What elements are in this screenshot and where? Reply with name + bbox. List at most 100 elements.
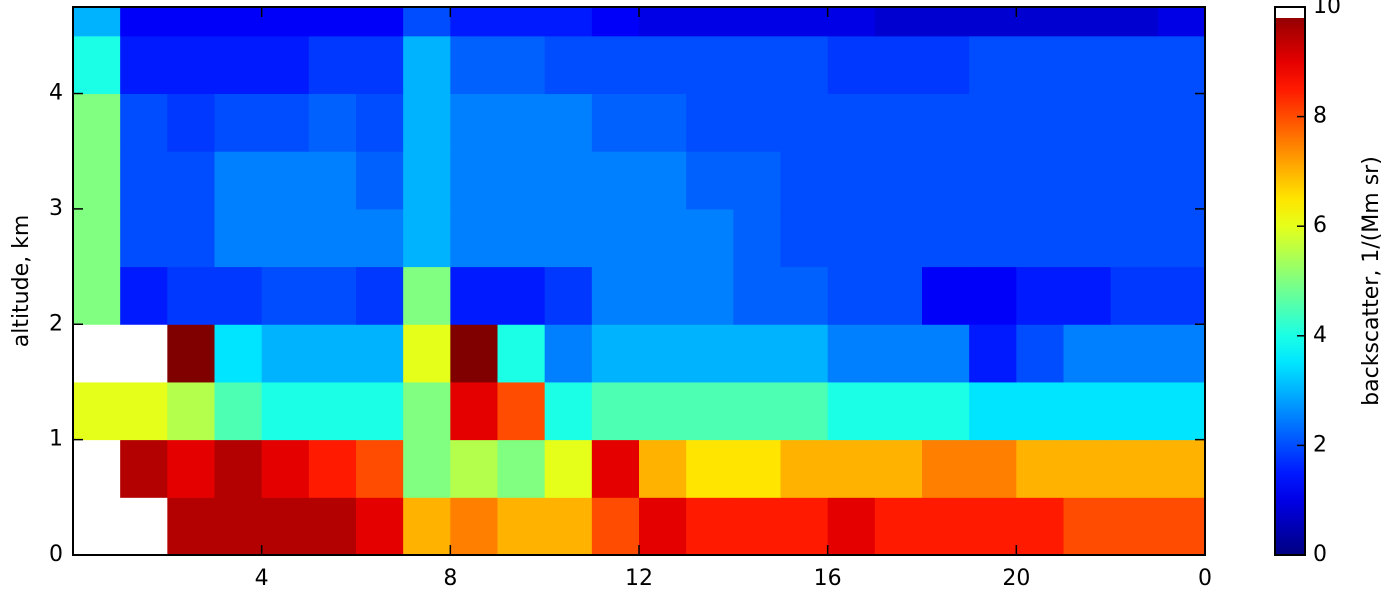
heatmap-cell: [261, 35, 310, 95]
heatmap-cell: [497, 439, 546, 498]
heatmap-cell: [1157, 93, 1206, 152]
heatmap-cell: [686, 381, 734, 441]
heatmap-cell: [403, 439, 451, 498]
heatmap-cell: [827, 381, 876, 441]
heatmap-cell: [733, 439, 781, 498]
x-tick-label: 20: [1002, 566, 1030, 591]
heatmap-cell: [639, 381, 687, 441]
heatmap-cell: [780, 439, 829, 498]
heatmap-cell: [1063, 151, 1112, 210]
heatmap-cell: [356, 439, 404, 498]
heatmap-cell: [214, 497, 263, 556]
heatmap-cell: [1016, 324, 1064, 383]
heatmap-cell: [969, 208, 1017, 268]
heatmap-cell: [1063, 324, 1112, 383]
heatmap-cell: [827, 7, 876, 37]
heatmap-cell: [827, 208, 876, 268]
heatmap-cell: [686, 208, 734, 268]
heatmap-cell: [403, 208, 451, 268]
heatmap-cell: [639, 151, 687, 210]
heatmap-cell: [497, 151, 546, 210]
heatmap-cell: [969, 439, 1017, 498]
heatmap-cell: [450, 35, 498, 95]
heatmap-cell: [544, 208, 593, 268]
heatmap-cell: [73, 381, 121, 441]
heatmap-cell: [780, 324, 829, 383]
heatmap-cell: [1016, 151, 1064, 210]
heatmap-cell: [922, 35, 970, 95]
heatmap-cell: [73, 93, 121, 152]
x-tick-label: 8: [443, 566, 457, 591]
heatmap-cell: [261, 266, 310, 325]
heatmap-cell: [214, 266, 263, 325]
heatmap-cell: [450, 93, 498, 152]
heatmap-cell: [544, 497, 593, 556]
heatmap-cell: [686, 35, 734, 95]
heatmap-cell: [261, 324, 310, 383]
heatmap-cell: [827, 151, 876, 210]
heatmap-cell: [686, 266, 734, 325]
heatmap-cell: [780, 7, 829, 37]
heatmap-cell: [780, 497, 829, 556]
y-tick-label: 1: [49, 427, 63, 452]
heatmap-cell: [1157, 497, 1206, 556]
heatmap-cell: [450, 7, 498, 37]
heatmap-cell: [1063, 497, 1112, 556]
heatmap-cell: [686, 93, 734, 152]
heatmap-cell: [1157, 7, 1206, 37]
colorbar-tick-label: 10: [1313, 0, 1341, 19]
heatmap-cell: [733, 151, 781, 210]
heatmap-cell: [639, 208, 687, 268]
heatmap-cell: [1157, 266, 1206, 325]
heatmap-cell: [733, 7, 781, 37]
heatmap-cell: [969, 93, 1017, 152]
heatmap-cell: [780, 266, 829, 325]
heatmap-cell: [1063, 93, 1112, 152]
heatmap-cell: [827, 266, 876, 325]
heatmap-cell: [403, 151, 451, 210]
heatmap-cell: [73, 266, 121, 325]
heatmap-cell: [733, 266, 781, 325]
heatmap-cell: [1157, 208, 1206, 268]
heatmap-cell: [120, 151, 168, 210]
heatmap-cell: [497, 208, 546, 268]
heatmap-cell: [780, 35, 829, 95]
heatmap-cell: [639, 7, 687, 37]
heatmap-cell: [591, 439, 640, 498]
heatmap-cell: [308, 7, 357, 37]
heatmap-cell: [733, 381, 781, 441]
heatmap-cell: [261, 497, 310, 556]
heatmap-cell: [120, 208, 168, 268]
heatmap-cell: [214, 93, 263, 152]
heatmap-cell: [544, 7, 593, 37]
heatmap-cell: [591, 266, 640, 325]
heatmap-cell: [591, 497, 640, 556]
x-tick-label: 12: [625, 566, 653, 591]
heatmap-cell: [639, 439, 687, 498]
heatmap-cell: [261, 439, 310, 498]
heatmap-cell: [450, 151, 498, 210]
heatmap-cell: [922, 208, 970, 268]
heatmap-cell: [73, 439, 121, 498]
heatmap-cell: [403, 497, 451, 556]
heatmap-cell: [1110, 324, 1159, 383]
heatmap-cell: [1110, 208, 1159, 268]
heatmap-cell: [167, 93, 215, 152]
heatmap-cell: [969, 266, 1017, 325]
colorbar-label: backscatter, 1/(Mm sr): [1359, 156, 1384, 406]
heatmap-cell: [261, 93, 310, 152]
heatmap-cell: [922, 324, 970, 383]
heatmap-cell: [591, 7, 640, 37]
heatmap-cell: [497, 266, 546, 325]
heatmap-cell: [450, 324, 498, 383]
heatmap-cell: [167, 439, 215, 498]
heatmap-cell: [544, 381, 593, 441]
heatmap-cell: [356, 497, 404, 556]
heatmap-cell: [73, 35, 121, 95]
heatmap-cell: [120, 35, 168, 95]
heatmap-cell: [167, 151, 215, 210]
heatmap-cell: [167, 208, 215, 268]
heatmap-cell: [639, 35, 687, 95]
heatmap-cell: [214, 7, 263, 37]
heatmap-cell: [120, 266, 168, 325]
